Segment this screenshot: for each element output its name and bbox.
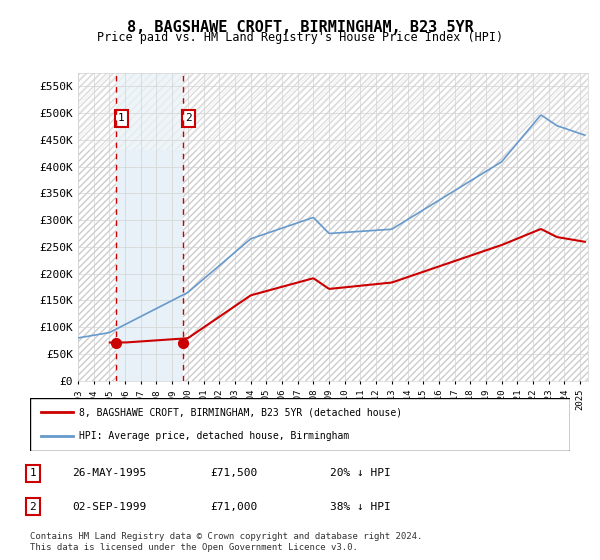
Text: 20% ↓ HPI: 20% ↓ HPI bbox=[330, 468, 391, 478]
Text: 2: 2 bbox=[185, 113, 192, 123]
Bar bbox=[78, 73, 588, 151]
Bar bbox=[116, 73, 182, 381]
Text: £71,500: £71,500 bbox=[210, 468, 257, 478]
Text: 8, BAGSHAWE CROFT, BIRMINGHAM, B23 5YR (detached house): 8, BAGSHAWE CROFT, BIRMINGHAM, B23 5YR (… bbox=[79, 408, 402, 418]
Text: 02-SEP-1999: 02-SEP-1999 bbox=[72, 502, 146, 512]
Bar bbox=[182, 73, 588, 381]
Text: 1: 1 bbox=[118, 113, 125, 123]
Text: 2: 2 bbox=[29, 502, 37, 512]
Text: HPI: Average price, detached house, Birmingham: HPI: Average price, detached house, Birm… bbox=[79, 431, 349, 441]
FancyBboxPatch shape bbox=[30, 398, 570, 451]
Text: £71,000: £71,000 bbox=[210, 502, 257, 512]
Text: Contains HM Land Registry data © Crown copyright and database right 2024.
This d: Contains HM Land Registry data © Crown c… bbox=[30, 532, 422, 552]
Text: 38% ↓ HPI: 38% ↓ HPI bbox=[330, 502, 391, 512]
Bar bbox=[78, 73, 116, 381]
Text: 1: 1 bbox=[29, 468, 37, 478]
Text: Price paid vs. HM Land Registry's House Price Index (HPI): Price paid vs. HM Land Registry's House … bbox=[97, 31, 503, 44]
Text: 8, BAGSHAWE CROFT, BIRMINGHAM, B23 5YR: 8, BAGSHAWE CROFT, BIRMINGHAM, B23 5YR bbox=[127, 20, 473, 35]
Text: 26-MAY-1995: 26-MAY-1995 bbox=[72, 468, 146, 478]
